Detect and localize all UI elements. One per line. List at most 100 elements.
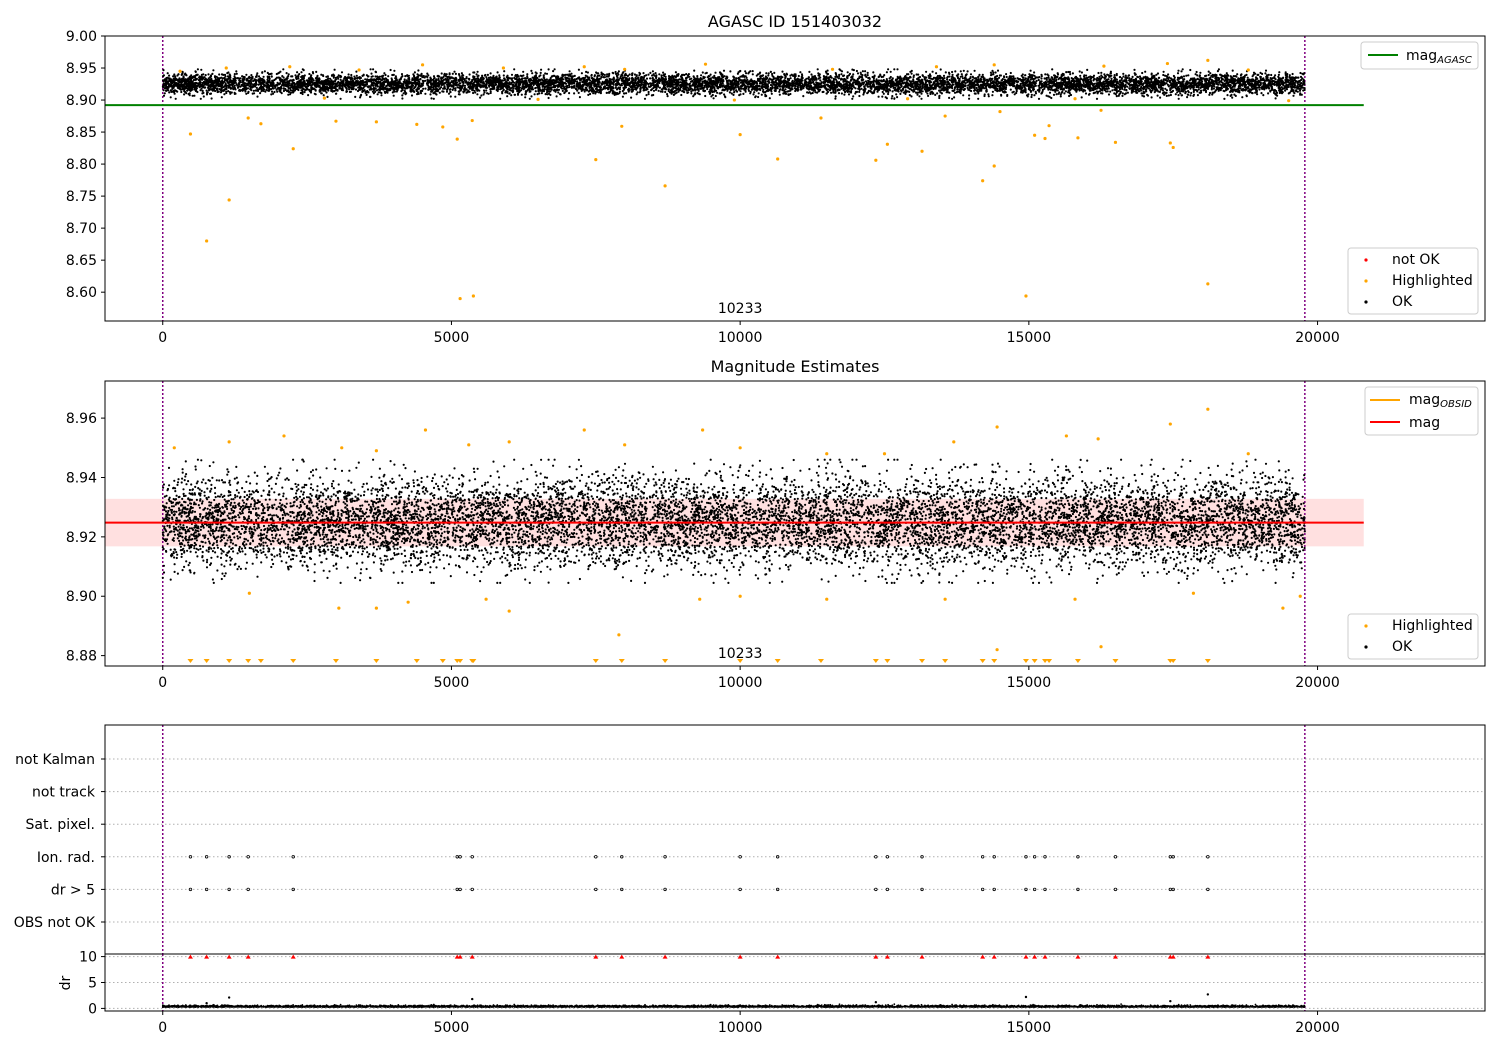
highlighted-point bbox=[920, 149, 924, 153]
highlighted-point bbox=[247, 591, 251, 595]
dr-points bbox=[161, 1003, 1306, 1009]
legend-mag-obsid-sub: OBSID bbox=[1440, 399, 1472, 410]
flag-point bbox=[885, 887, 890, 892]
flag-point bbox=[204, 887, 209, 892]
highlighted-point bbox=[441, 125, 445, 129]
clipped-highlight-marker bbox=[592, 659, 599, 663]
flag-point bbox=[291, 887, 295, 892]
dr-clipped-marker bbox=[1205, 954, 1211, 959]
dr-panel-plot-area bbox=[105, 954, 1485, 1011]
dr-clipped-marker bbox=[884, 954, 890, 959]
clipped-highlight-marker bbox=[332, 659, 339, 663]
flag-point bbox=[594, 887, 598, 892]
dr-clipped-marker bbox=[1023, 954, 1029, 959]
highlighted-point bbox=[623, 67, 627, 71]
flag-point bbox=[470, 887, 474, 892]
flag-point bbox=[620, 855, 624, 859]
highlighted-point bbox=[374, 449, 378, 453]
legend-ok-swatch bbox=[1364, 645, 1368, 649]
flag-point bbox=[620, 887, 624, 892]
flag-point bbox=[1032, 855, 1037, 859]
magnitude-panel-annotation: 10233 bbox=[718, 646, 763, 662]
x-tick-label: 10000 bbox=[718, 675, 763, 691]
highlighted-point bbox=[830, 67, 835, 71]
magnitude-legend-top: magOBSID mag bbox=[1364, 386, 1479, 436]
flag-point bbox=[738, 855, 742, 859]
flag-point bbox=[1171, 887, 1175, 892]
highlighted-point bbox=[943, 597, 947, 601]
highlighted-point bbox=[1099, 645, 1103, 649]
highlighted-point bbox=[536, 97, 540, 102]
x-tick-label: 5000 bbox=[434, 1020, 470, 1036]
flag-point bbox=[1113, 855, 1118, 859]
highlighted-point bbox=[1024, 294, 1028, 298]
highlighted-point bbox=[178, 69, 182, 73]
highlighted-point bbox=[943, 114, 947, 118]
clipped-highlight-marker bbox=[1022, 659, 1029, 663]
clipped-highlight-marker bbox=[991, 659, 998, 663]
y-tick-label: 8.75 bbox=[66, 189, 97, 205]
highlighted-point bbox=[1246, 68, 1250, 72]
x-tick-label: 0 bbox=[158, 1020, 167, 1036]
highlighted-point bbox=[905, 97, 910, 101]
clipped-highlight-marker bbox=[226, 659, 233, 663]
y-tick-label: 5 bbox=[88, 976, 97, 992]
dr-clipped-marker bbox=[593, 954, 599, 959]
highlighted-point bbox=[374, 120, 378, 124]
clipped-highlight-marker bbox=[872, 659, 879, 663]
highlighted-point bbox=[874, 158, 878, 162]
highlighted-point bbox=[952, 440, 956, 444]
highlighted-point bbox=[1298, 594, 1302, 598]
flag-point bbox=[1032, 887, 1037, 892]
flag-point bbox=[594, 855, 598, 859]
flag-point bbox=[1043, 855, 1047, 859]
clipped-highlight-marker bbox=[774, 659, 781, 663]
clipped-highlight-marker bbox=[817, 659, 824, 663]
highlighted-point bbox=[882, 452, 887, 456]
x-tick-label: 15000 bbox=[1007, 330, 1052, 346]
highlighted-point bbox=[1168, 141, 1172, 145]
flag-point bbox=[775, 855, 780, 859]
flag-point bbox=[885, 855, 890, 859]
dr-clipped-marker bbox=[469, 954, 475, 959]
highlighted-point bbox=[205, 239, 209, 243]
agasc-panel-annotation: 10233 bbox=[718, 301, 763, 317]
clipped-highlight-marker bbox=[1074, 659, 1081, 663]
agasc-panel-title: AGASC ID 151403032 bbox=[708, 12, 882, 31]
x-tick-label: 10000 bbox=[718, 1020, 763, 1036]
highlighted-point bbox=[1073, 597, 1077, 601]
ok-points bbox=[161, 458, 1306, 585]
highlighted-point bbox=[1102, 64, 1106, 68]
clipped-highlight-marker bbox=[290, 659, 297, 663]
flag-point bbox=[246, 855, 250, 859]
highlighted-point bbox=[732, 98, 736, 102]
magnitude-panel-plot-area bbox=[105, 381, 1364, 666]
dr-clipped-marker bbox=[619, 954, 625, 959]
dr-clipped-marker bbox=[775, 954, 781, 959]
y-tick-label: 8.96 bbox=[66, 411, 97, 427]
flag-point bbox=[1076, 887, 1080, 892]
flag-point bbox=[227, 855, 231, 859]
flag-row-label: not Kalman bbox=[15, 752, 95, 768]
highlighted-point bbox=[620, 124, 624, 128]
highlighted-point bbox=[282, 434, 286, 438]
highlighted-point bbox=[374, 606, 378, 610]
legend-box bbox=[1347, 613, 1479, 660]
clipped-highlight-marker bbox=[1042, 659, 1049, 663]
highlighted-point bbox=[334, 119, 338, 123]
x-tick-label: 5000 bbox=[434, 675, 470, 691]
highlighted-point bbox=[1281, 606, 1285, 610]
flag-point bbox=[775, 887, 780, 892]
flag-point bbox=[663, 855, 667, 859]
highlighted-point bbox=[1043, 136, 1047, 141]
highlighted-point bbox=[703, 62, 708, 66]
dr-outlier bbox=[1024, 995, 1028, 999]
dr-clipped-marker bbox=[1170, 954, 1176, 959]
y-tick-label: 8.60 bbox=[66, 285, 97, 301]
highlighted-point bbox=[995, 648, 999, 652]
legend-ok-swatch bbox=[1364, 300, 1368, 304]
flag-point bbox=[980, 887, 985, 892]
dr-clipped-marker bbox=[204, 954, 210, 959]
highlighted-point bbox=[1064, 434, 1068, 438]
